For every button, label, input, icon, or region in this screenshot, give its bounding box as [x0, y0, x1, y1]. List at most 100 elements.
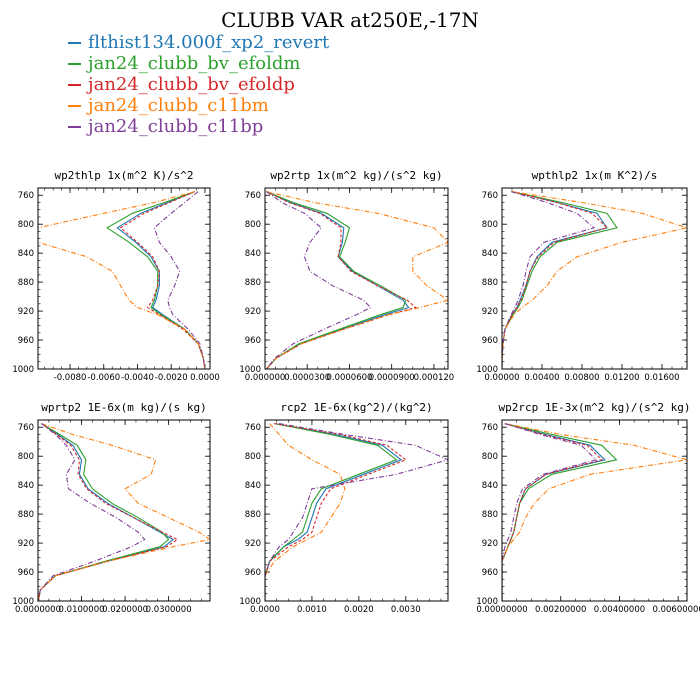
y-tick-label: 920	[18, 307, 34, 317]
y-tick-label: 920	[18, 539, 34, 549]
y-tick-label: 800	[18, 220, 34, 230]
x-tick-label: -0.0020	[155, 373, 188, 383]
y-tick-label: 760	[245, 191, 261, 201]
series-line	[502, 423, 618, 601]
y-tick-label: 800	[482, 220, 498, 230]
series-line	[502, 191, 687, 369]
legend-label: jan24_clubb_c11bp	[88, 116, 264, 137]
legend-swatch	[68, 84, 81, 86]
series-line	[502, 423, 603, 601]
chart-panel: wprtp2 1E-6x(m kg)/(s kg) 760 800 840 880 920…	[12, 401, 211, 615]
y-tick-label: 1000	[12, 597, 34, 607]
x-tick-label: 0.0020	[344, 605, 374, 615]
x-tick-label: 0.00000	[484, 373, 519, 383]
x-tick-label: 0.00200000	[535, 605, 586, 615]
y-tick-label: 800	[18, 452, 34, 462]
series-group	[502, 423, 687, 601]
series-line	[265, 191, 410, 369]
y-tick-label: 800	[245, 220, 261, 230]
plot-frame	[501, 187, 688, 370]
series-line	[38, 423, 170, 601]
y-tick-label: 1000	[239, 365, 261, 375]
y-tick-label: 960	[482, 336, 498, 346]
series-group	[38, 423, 210, 601]
x-tick-label: -0.0080	[54, 373, 87, 383]
series-line	[38, 191, 206, 369]
y-tick-label: 880	[245, 278, 261, 288]
panel-title: wpthlp2 1x(m K^2)/s	[532, 169, 658, 182]
y-tick-label: 880	[245, 510, 261, 520]
y-tick-label: 760	[18, 191, 34, 201]
series-group	[38, 191, 206, 369]
legend-swatch	[68, 63, 81, 65]
y-tick-label: 920	[245, 539, 261, 549]
y-tick-label: 1000	[12, 365, 34, 375]
series-line	[119, 191, 206, 369]
series-group	[502, 191, 687, 369]
y-tick-label: 800	[245, 452, 261, 462]
series-line	[265, 423, 448, 601]
x-tick-label: 0.00800	[564, 373, 599, 383]
x-tick-label: -0.0060	[87, 373, 120, 383]
y-tick-label: 1000	[476, 597, 498, 607]
series-line	[265, 423, 346, 601]
y-tick-label: 760	[482, 191, 498, 201]
plot-frame	[37, 419, 211, 602]
plot-frame	[264, 187, 449, 370]
series-line	[106, 191, 206, 369]
x-tick-label: 0.00400000	[594, 605, 645, 615]
y-tick-label: 1000	[239, 597, 261, 607]
x-tick-label: 0.01200	[604, 373, 639, 383]
y-tick-label: 800	[482, 452, 498, 462]
y-tick-label: 880	[482, 510, 498, 520]
y-tick-label: 880	[482, 278, 498, 288]
legend-swatch	[68, 105, 81, 107]
x-tick-label: 0.0000000	[15, 605, 61, 615]
panel-title: wp2rcp 1E-3x(m^2 kg)/(s^2 kg)	[498, 401, 690, 414]
series-line	[38, 423, 210, 601]
chart-panel: rcp2 1E-6x(kg^2)/(kg^2) 760 800 840 880 920 96…	[239, 401, 449, 615]
y-tick-label: 960	[18, 568, 34, 578]
series-group	[265, 191, 448, 369]
legend-swatch	[68, 42, 81, 44]
series-line	[502, 423, 598, 601]
series-line	[265, 191, 372, 369]
x-tick-label: 0.0030	[391, 605, 421, 615]
series-line	[502, 191, 596, 369]
plot-frame	[264, 419, 449, 602]
x-tick-label: 0.0000300	[284, 373, 330, 383]
x-tick-label: 0.01600	[644, 373, 679, 383]
legend-label: flthist134.000f_xp2_revert	[88, 32, 330, 53]
y-tick-label: 840	[482, 249, 498, 259]
y-tick-label: 920	[482, 307, 498, 317]
series-line	[116, 191, 206, 369]
chart-panel: wpthlp2 1x(m K^2)/s 760 800 840 880 920 960 100…	[476, 169, 688, 383]
legend-swatch	[68, 126, 81, 128]
panel-title: rcp2 1E-6x(kg^2)/(kg^2)	[280, 401, 432, 414]
x-tick-label: 0.0000600	[326, 373, 372, 383]
x-tick-label: 0.0200000	[102, 605, 148, 615]
x-tick-label: 0.0300000	[146, 605, 192, 615]
y-tick-label: 880	[18, 510, 34, 520]
plot-frame	[37, 187, 211, 370]
y-tick-label: 840	[18, 481, 34, 491]
y-tick-label: 840	[482, 481, 498, 491]
y-tick-label: 760	[482, 423, 498, 433]
series-line	[265, 191, 407, 369]
x-tick-label: 0.00000000	[476, 605, 527, 615]
x-tick-label: 0.0000	[250, 605, 280, 615]
plot-frame	[501, 419, 688, 602]
x-tick-label: 0.00400	[524, 373, 559, 383]
series-line	[265, 191, 417, 369]
x-tick-label: 0.000120	[414, 373, 455, 383]
chart-panel: wp2rcp 1E-3x(m^2 kg)/(s^2 kg)760 800 840 88…	[476, 401, 700, 615]
x-tick-label: -0.0040	[121, 373, 154, 383]
series-line	[265, 423, 407, 601]
series-line	[38, 423, 146, 601]
y-tick-label: 960	[18, 336, 34, 346]
y-tick-label: 880	[18, 278, 34, 288]
series-line	[502, 191, 609, 369]
x-tick-label: 0.0000900	[369, 373, 415, 383]
x-tick-label: 0.000000	[245, 373, 286, 383]
y-tick-label: 760	[18, 423, 34, 433]
